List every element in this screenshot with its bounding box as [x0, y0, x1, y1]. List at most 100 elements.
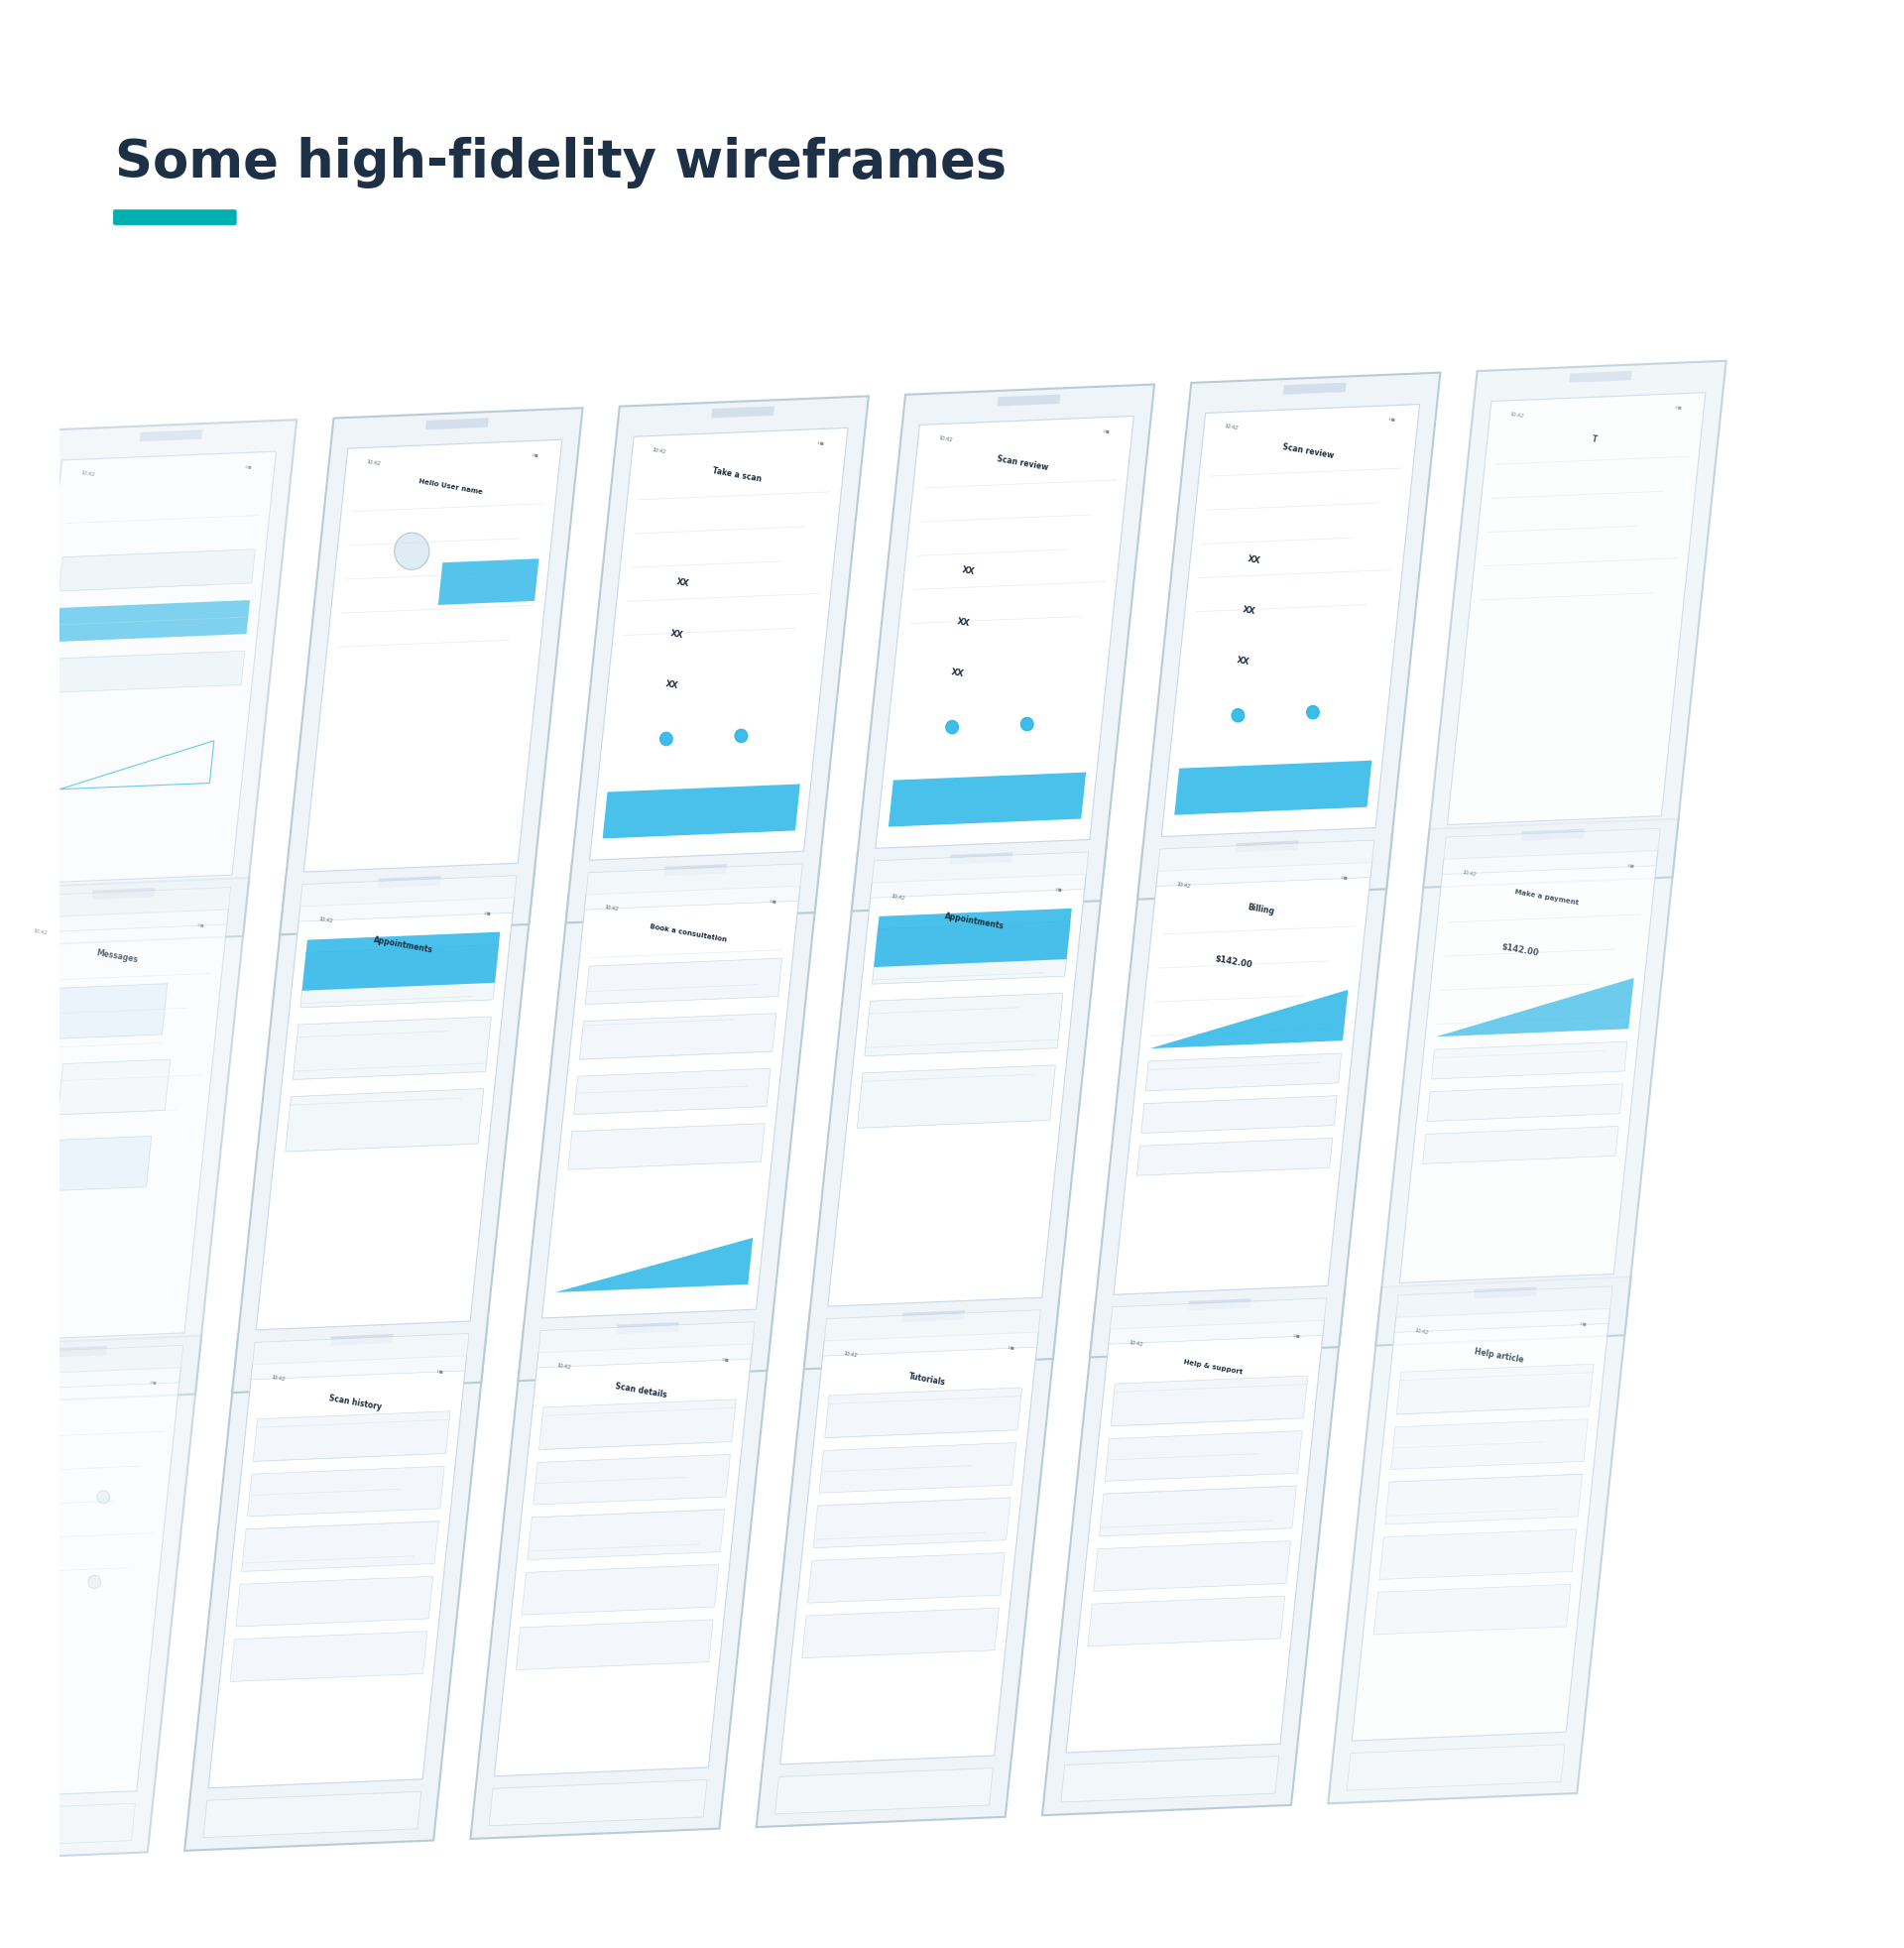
Polygon shape [0, 910, 228, 1342]
Polygon shape [251, 1334, 468, 1379]
Polygon shape [248, 1467, 444, 1517]
Text: Messages: Messages [95, 949, 139, 964]
Polygon shape [286, 1089, 484, 1151]
Polygon shape [1394, 1288, 1613, 1332]
Polygon shape [1108, 1299, 1327, 1344]
Polygon shape [1352, 1309, 1611, 1742]
Polygon shape [1146, 1054, 1342, 1091]
Polygon shape [1093, 1541, 1291, 1592]
Polygon shape [1104, 1432, 1302, 1480]
Text: 10:42: 10:42 [1462, 869, 1478, 877]
Text: 10:42: 10:42 [891, 892, 904, 900]
Polygon shape [819, 1443, 1017, 1494]
Polygon shape [1087, 1595, 1285, 1646]
Polygon shape [208, 1356, 466, 1788]
Polygon shape [664, 865, 727, 877]
Text: XX: XX [676, 577, 689, 588]
Text: Book a consultation: Book a consultation [649, 923, 727, 943]
Polygon shape [803, 843, 1106, 1369]
Polygon shape [204, 1792, 421, 1837]
Polygon shape [1137, 374, 1439, 900]
Text: Hello User name: Hello User name [419, 477, 484, 495]
Polygon shape [1377, 820, 1679, 1346]
Polygon shape [303, 933, 501, 992]
Polygon shape [950, 853, 1013, 865]
Text: XX: XX [950, 668, 965, 678]
Polygon shape [824, 1387, 1022, 1438]
Text: 10:42: 10:42 [653, 446, 666, 454]
Text: lll■: lll■ [1578, 1321, 1586, 1327]
Polygon shape [470, 1313, 773, 1839]
Polygon shape [91, 888, 154, 900]
Text: XX: XX [1247, 553, 1262, 565]
Polygon shape [1041, 1290, 1344, 1816]
Polygon shape [1110, 1375, 1308, 1426]
Polygon shape [0, 879, 249, 1405]
Text: 10:42: 10:42 [80, 469, 95, 477]
Polygon shape [1390, 1420, 1588, 1469]
Text: Appointments: Appointments [944, 912, 1005, 931]
Polygon shape [489, 1780, 706, 1825]
Polygon shape [533, 1455, 731, 1506]
Polygon shape [1066, 1321, 1325, 1753]
Polygon shape [377, 877, 442, 888]
Polygon shape [998, 395, 1061, 407]
Polygon shape [1373, 1584, 1571, 1634]
Polygon shape [807, 1553, 1005, 1603]
Polygon shape [1114, 863, 1373, 1295]
Polygon shape [781, 1332, 1038, 1765]
Polygon shape [0, 1804, 135, 1849]
Text: 10:42: 10:42 [1177, 880, 1190, 888]
Polygon shape [1161, 405, 1420, 838]
Polygon shape [556, 1239, 752, 1293]
Polygon shape [1283, 384, 1346, 395]
Polygon shape [293, 1017, 491, 1079]
Text: XX: XX [670, 627, 684, 639]
Polygon shape [585, 865, 802, 910]
Polygon shape [1156, 842, 1375, 886]
Polygon shape [280, 409, 583, 935]
Text: Some high-fidelity wireframes: Some high-fidelity wireframes [114, 136, 1007, 187]
Polygon shape [185, 1325, 487, 1851]
Polygon shape [567, 1124, 765, 1171]
Text: Tutorials: Tutorials [908, 1371, 946, 1387]
Text: Scan history: Scan history [327, 1393, 383, 1410]
Polygon shape [712, 407, 775, 419]
Polygon shape [1061, 1757, 1279, 1802]
Text: 10:42: 10:42 [1415, 1327, 1430, 1334]
Text: 10:42: 10:42 [32, 927, 48, 935]
Circle shape [88, 1576, 101, 1588]
Text: XX: XX [1236, 655, 1251, 666]
Polygon shape [602, 785, 800, 840]
Polygon shape [522, 1564, 720, 1615]
Text: 10:42: 10:42 [556, 1362, 571, 1369]
Text: lll■: lll■ [436, 1369, 444, 1373]
Polygon shape [425, 419, 489, 431]
Polygon shape [802, 1607, 1000, 1658]
Polygon shape [615, 1323, 680, 1334]
Polygon shape [0, 421, 297, 947]
Polygon shape [1396, 1364, 1594, 1414]
Text: 10:42: 10:42 [939, 434, 952, 442]
Polygon shape [902, 1311, 965, 1323]
Text: $142.00: $142.00 [1215, 955, 1253, 968]
Circle shape [735, 730, 748, 742]
Polygon shape [257, 898, 514, 1330]
Polygon shape [1399, 851, 1658, 1284]
Polygon shape [1188, 1299, 1251, 1311]
Circle shape [0, 1496, 2, 1508]
Polygon shape [1089, 832, 1392, 1358]
Polygon shape [1378, 1529, 1577, 1580]
Polygon shape [813, 1498, 1011, 1549]
Text: 10:42: 10:42 [1129, 1338, 1142, 1346]
Polygon shape [527, 1510, 725, 1560]
Polygon shape [305, 440, 562, 873]
Circle shape [661, 732, 672, 746]
Polygon shape [230, 1632, 426, 1681]
Polygon shape [1150, 990, 1348, 1048]
Polygon shape [543, 886, 800, 1319]
Text: lll■: lll■ [1626, 863, 1634, 869]
Text: Scan review: Scan review [996, 454, 1049, 471]
Text: Scan review: Scan review [1281, 442, 1335, 460]
Polygon shape [17, 452, 276, 884]
